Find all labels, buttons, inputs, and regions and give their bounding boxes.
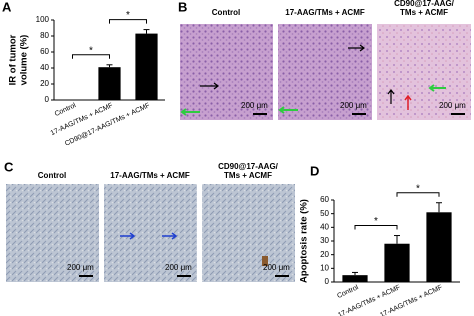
x-tick-label: Control <box>54 102 78 118</box>
x-tick-label: Control <box>336 284 360 300</box>
y-tick-label: 100 <box>36 15 50 24</box>
significance-label: * <box>126 10 130 21</box>
image-panels <box>6 24 471 282</box>
scale-bar-label: 200 μm <box>263 263 290 272</box>
arrow <box>180 108 200 116</box>
bar <box>426 212 452 282</box>
y-tick-label: 50 <box>320 209 329 218</box>
y-tick-label: 60 <box>320 195 329 204</box>
scale-bar-label: 200 μm <box>67 263 94 272</box>
micrograph <box>202 184 295 282</box>
scale-bar-label: 200 μm <box>439 101 466 110</box>
arrow <box>348 44 365 52</box>
y-tick-label: 30 <box>320 236 329 245</box>
panel-label: B <box>178 0 187 14</box>
micrograph <box>6 184 99 282</box>
image-title: TMs + ACMF <box>400 8 448 17</box>
bar <box>384 243 410 282</box>
y-tick-label: 40 <box>320 222 329 231</box>
arrow <box>387 89 395 104</box>
arrow <box>404 94 412 110</box>
y-tick-label: 20 <box>320 250 329 259</box>
y-tick-label: 0 <box>325 277 330 286</box>
bar <box>342 275 368 282</box>
significance-bracket <box>396 192 440 197</box>
significance-label: * <box>374 216 378 227</box>
y-tick-label: 60 <box>40 47 49 56</box>
micrograph <box>104 184 197 282</box>
arrow <box>120 232 136 240</box>
y-tick-label: 0 <box>45 95 50 104</box>
significance-bracket <box>109 19 147 24</box>
arrow <box>200 82 219 90</box>
significance-bracket <box>354 225 398 230</box>
panel-label: C <box>4 159 14 174</box>
arrow <box>162 232 178 240</box>
image-title: CD90@17-AAG/ <box>218 162 279 171</box>
y-tick-label: 40 <box>40 63 49 72</box>
y-tick-label: 20 <box>40 79 49 88</box>
micrograph <box>377 24 471 120</box>
scale-bar-label: 200 μm <box>340 101 367 110</box>
significance-label: * <box>89 45 93 56</box>
micrograph <box>278 24 372 120</box>
panel-label: A <box>2 0 12 14</box>
arrow <box>278 106 298 114</box>
image-title: 17-AAG/TMs + ACMF <box>285 8 365 17</box>
image-title: CD90@17-AAG/ <box>394 0 455 8</box>
bar <box>135 33 158 100</box>
scale-bar-label: 200 μm <box>241 101 268 110</box>
y-axis-title: IR of tumor <box>8 34 19 85</box>
significance-bracket <box>72 54 110 59</box>
image-title: Control <box>38 171 66 180</box>
panel-label: D <box>310 163 319 178</box>
micrograph <box>180 24 273 120</box>
y-axis-title: volume (%) <box>19 35 30 86</box>
x-tick-label: 17-AAG/TMs + ACMF <box>50 102 114 137</box>
y-axis-title: Apoptosis rate (%) <box>299 199 310 283</box>
y-tick-label: 80 <box>40 31 49 40</box>
stain-spot <box>262 256 268 266</box>
bar <box>98 67 121 100</box>
y-tick-label: 10 <box>320 263 329 272</box>
image-title: 17-AAG/TMs + ACMF <box>110 171 190 180</box>
scale-bar-label: 200 μm <box>165 263 192 272</box>
image-title: Control <box>212 8 240 17</box>
image-title: TMs + ACMF <box>224 171 272 180</box>
arrow <box>428 84 446 92</box>
significance-label: * <box>416 183 420 194</box>
